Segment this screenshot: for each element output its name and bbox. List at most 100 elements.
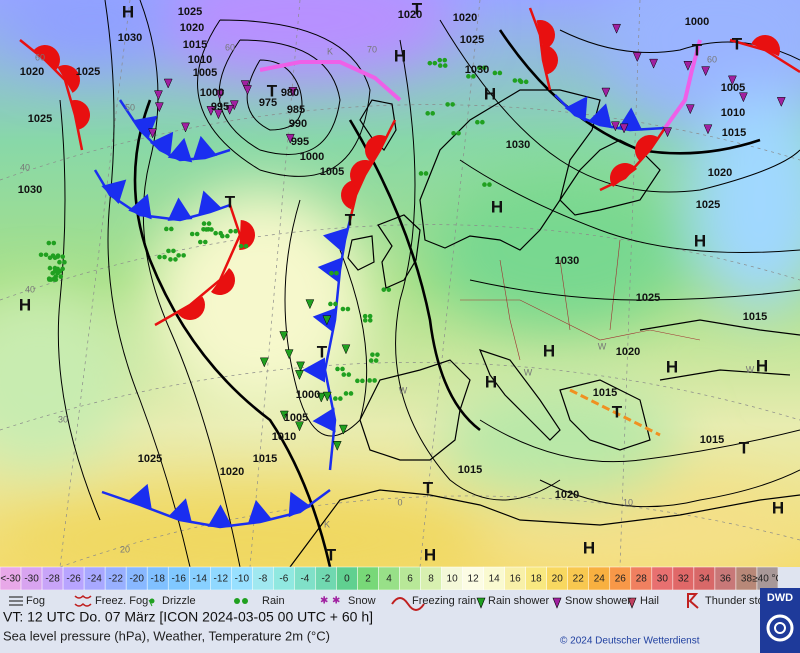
rain-symbol <box>442 57 448 63</box>
rain-symbol <box>198 239 203 245</box>
colorbar-label: 28 <box>636 574 648 585</box>
rain-symbol <box>482 182 487 187</box>
rain-shower-symbol <box>339 424 348 435</box>
rain-symbol <box>451 130 456 136</box>
rain-symbol <box>348 391 354 396</box>
isobar-label: 1030 <box>18 184 42 196</box>
rain-symbol <box>386 287 392 292</box>
isobar-label: 1005 <box>320 166 344 178</box>
temperature-colorbar: <-30 -30 -28 -26 -24 -22 -20 -18 -16 -14 -12 -10 -8-… <box>0 566 800 591</box>
isobar-label: 1020 <box>453 12 477 24</box>
isotherm-label: W <box>746 364 755 374</box>
isotherm-label: 40 <box>25 284 35 294</box>
colorbar-label: 26 <box>615 574 627 585</box>
isobar-label: 975 <box>259 97 277 109</box>
rain-symbol <box>333 301 338 307</box>
snow-symbol <box>240 80 250 91</box>
rain-symbol <box>471 74 476 79</box>
colorbar-label: -16 <box>172 574 187 585</box>
logo-symbol <box>766 614 794 642</box>
snow-symbol <box>148 128 157 139</box>
rain-symbol <box>368 358 374 363</box>
isobar-label: 1005 <box>193 67 217 79</box>
snow-symbol <box>728 75 737 86</box>
weather-symbols <box>38 23 786 451</box>
low-pressure-label: T <box>739 438 750 457</box>
rain-symbol <box>338 396 343 401</box>
rain-symbol <box>362 318 368 323</box>
legend-label: Snow <box>348 595 376 607</box>
snow-symbol <box>215 89 225 100</box>
rain-symbol <box>157 254 162 260</box>
low-pressure-label: T <box>267 81 278 100</box>
colorbar-label: 6 <box>407 574 413 585</box>
rain-symbol <box>206 221 212 226</box>
rain-symbol <box>442 63 448 68</box>
isobar-label: 1005 <box>721 82 745 94</box>
copyright: © 2024 Deutscher Wetterdienst <box>560 636 700 647</box>
isotherm-label: 50 <box>125 102 135 112</box>
isotherm-label: K <box>324 519 330 529</box>
legend-label: Snow shower <box>565 595 631 607</box>
colorbar-label: -22 <box>108 574 123 585</box>
colorbar-label: -20 <box>129 574 144 585</box>
rain-symbol <box>60 254 66 259</box>
snow-symbol <box>206 106 216 116</box>
isobar-label: 1025 <box>636 292 660 304</box>
isobar-label: 990 <box>289 118 307 130</box>
rain-symbol <box>60 266 65 272</box>
rain-symbol <box>47 277 52 282</box>
colorbar-label: 10 <box>447 574 459 585</box>
colorbar-label: -6 <box>279 574 288 585</box>
high-pressure-label: H <box>484 84 496 103</box>
snow-symbol <box>163 78 173 89</box>
high-pressure-label: H <box>694 231 706 250</box>
snow-symbol <box>225 104 235 115</box>
colorbar-label: 22 <box>573 574 585 585</box>
colorbar-label: 2 <box>365 574 371 585</box>
rain-symbol <box>418 171 424 176</box>
colorbar-label: -2 <box>321 574 330 585</box>
rain-symbol <box>475 119 480 125</box>
rain-symbol <box>450 102 455 107</box>
rain-symbol <box>340 366 345 372</box>
isobar-label: 995 <box>291 136 309 148</box>
logo-symbol <box>774 622 786 634</box>
isotherm-label: W <box>524 367 533 377</box>
rain-symbol <box>62 259 67 265</box>
rain-shower-symbol <box>341 344 351 355</box>
rain-shower-symbol <box>305 299 315 310</box>
isobar-label: 1020 <box>616 346 640 358</box>
rain-symbol <box>243 243 249 249</box>
high-pressure-label: H <box>122 2 134 21</box>
high-pressure-label: H <box>772 498 784 517</box>
rain-symbol <box>430 111 435 116</box>
rain-symbol <box>233 228 238 234</box>
isobar-label: 1030 <box>555 255 579 267</box>
logo-text: DWD <box>767 592 793 604</box>
colorbar-label: 20 <box>552 574 564 585</box>
low-pressure-label: T <box>412 0 423 18</box>
rain-symbol <box>437 63 443 68</box>
rain-symbol <box>334 270 339 276</box>
isobar-label: 1020 <box>220 466 244 478</box>
colorbar-label: 4 <box>386 574 392 585</box>
snow-symbol <box>181 122 190 133</box>
rain-symbol <box>51 240 57 246</box>
isotherm-label: 20 <box>120 544 130 554</box>
isobar-label: 985 <box>287 104 305 116</box>
isotherm-label: 70 <box>367 44 377 54</box>
colorbar-label: ≥40 °C <box>752 574 783 585</box>
legend-label: Rain shower <box>488 595 549 607</box>
rain-symbol <box>425 111 430 116</box>
rain-symbol <box>47 255 53 261</box>
rain-symbol <box>204 227 209 232</box>
rain-shower-symbol <box>332 441 342 451</box>
rain-symbol <box>432 60 438 66</box>
rain-symbol <box>58 274 64 279</box>
rain-symbol <box>176 253 181 258</box>
legend-label: Rain <box>262 595 285 607</box>
rain-symbol <box>181 253 186 258</box>
rain-symbol <box>329 270 334 276</box>
